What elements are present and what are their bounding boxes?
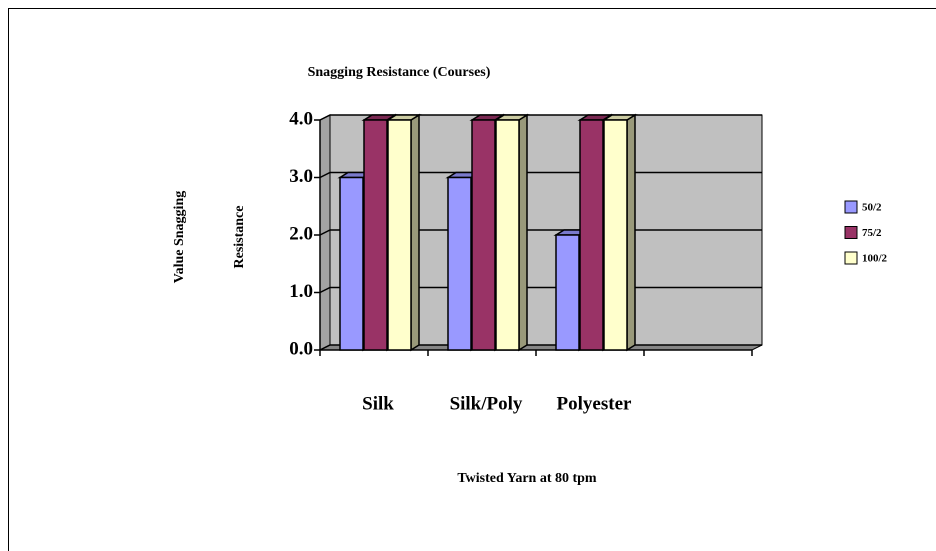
legend-label: 75/2 [862, 227, 882, 239]
bar-front [555, 234, 580, 351]
bar [493, 113, 530, 352]
bar-side [518, 113, 528, 352]
bar-front [447, 176, 472, 351]
y-tick-label: 1.0 [289, 281, 313, 302]
bar-front [603, 119, 628, 351]
bar-front [387, 119, 412, 351]
chart-title: Snagging Resistance (Courses) [308, 65, 491, 80]
bar-side [410, 113, 420, 352]
y-tick-label: 2.0 [289, 223, 313, 244]
legend-label: 50/2 [862, 202, 882, 214]
y-tick-label: 3.0 [289, 166, 313, 187]
x-tick-label: Silk [362, 393, 394, 414]
x-axis-title: Twisted Yarn at 80 tpm [457, 471, 597, 486]
y-tick-label: 4.0 [289, 108, 313, 129]
bar [385, 113, 422, 352]
bar-front [363, 119, 388, 351]
legend-label: 100/2 [862, 253, 888, 265]
y-tick-label: 0.0 [289, 338, 313, 359]
bar-front [579, 119, 604, 351]
bar [601, 113, 638, 352]
legend-swatch [844, 251, 858, 265]
bar-front [495, 119, 520, 351]
legend-swatch [844, 226, 858, 239]
legend-swatch [844, 200, 858, 214]
bar-side [626, 113, 636, 352]
x-tick-label: Polyester [557, 393, 632, 414]
x-tick-label: Silk/Poly [450, 393, 523, 414]
bar-front [339, 176, 364, 351]
y-axis-title: Resistance [232, 206, 247, 269]
bar-front [471, 119, 496, 351]
y-axis-title: Value Snagging [172, 191, 187, 283]
